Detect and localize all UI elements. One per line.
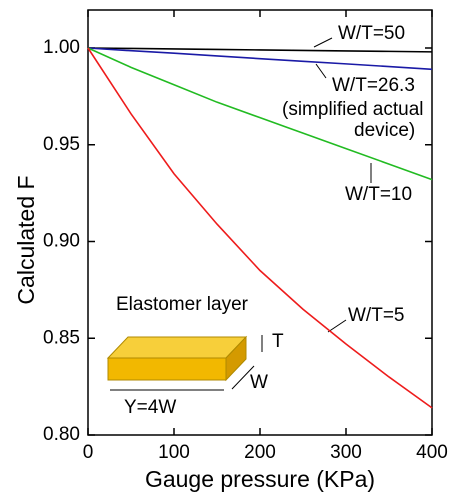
- y-tick-label: 0.80: [43, 424, 80, 445]
- leader-line: [313, 37, 333, 48]
- series-label: W/T=50: [338, 23, 405, 44]
- series-line: [87, 47, 433, 409]
- x-tick-label: 200: [244, 442, 276, 463]
- x-tick-label: 100: [158, 442, 190, 463]
- annotation: Elastomer layer: [116, 294, 249, 315]
- x-tick-label: 300: [330, 442, 362, 463]
- dimension-arrow: [231, 365, 255, 390]
- y-tick-label: 0.95: [43, 134, 80, 155]
- annotation: device): [354, 120, 415, 141]
- series-label: W/T=10: [345, 184, 412, 205]
- annotation: T: [272, 331, 284, 352]
- leader-line: [327, 319, 347, 333]
- series-label: W/T=26.3: [332, 75, 415, 96]
- block-top: [106, 336, 248, 359]
- y-tick-label: 0.85: [43, 327, 80, 348]
- block-side: [225, 335, 247, 382]
- y-tick-label: 1.00: [43, 37, 80, 58]
- leader-line: [315, 63, 327, 79]
- series-line: [87, 47, 433, 53]
- annotation: (simplified actual: [282, 99, 424, 120]
- series-line: [87, 47, 433, 181]
- series-line: [87, 47, 433, 71]
- x-axis-label: Gauge pressure (KPa): [145, 466, 375, 492]
- annotation: Y=4W: [124, 397, 176, 418]
- y-tick-label: 0.90: [43, 231, 80, 252]
- y-axis-label: Calculated F: [13, 175, 39, 304]
- block-front: [107, 357, 227, 381]
- x-tick-label: 0: [83, 442, 94, 463]
- series-label: W/T=5: [348, 305, 404, 326]
- annotation: W: [250, 372, 268, 393]
- x-tick-label: 400: [416, 442, 448, 463]
